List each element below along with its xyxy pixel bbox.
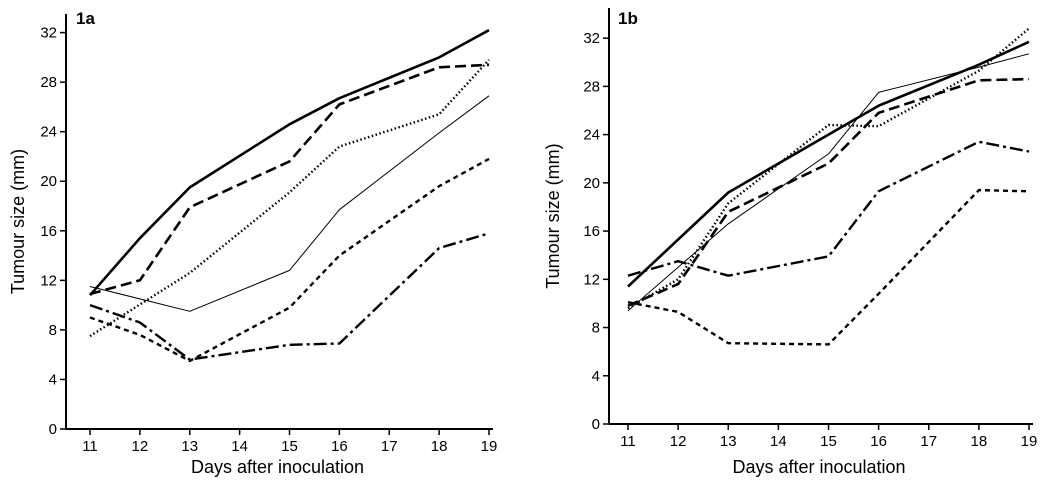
series-line-thin-solid	[89, 95, 490, 312]
y-tick-label: 8	[49, 322, 57, 339]
x-tick-label: 11	[82, 438, 98, 455]
series-line-dotted	[89, 58, 490, 338]
line-chart-1a: 0 4 8 12 16 20 24 28 32 11 12 13 14 15 16 17 18 19 Days af…	[8, 9, 498, 477]
x-tick-label: 19	[481, 438, 498, 455]
x-tick-label: 14	[231, 438, 248, 455]
y-axis-title: Tumour size (mm)	[8, 149, 28, 294]
line-chart-1b: 0 4 8 12 16 20 24 28 32 11 12 13 14 15 16 17 18 19 Days af…	[543, 8, 1038, 477]
y-tick-label: 32	[583, 30, 600, 47]
x-axis-title: Days after inoculation	[732, 457, 905, 477]
y-tick-label: 20	[40, 173, 57, 190]
series-line-short-dash	[89, 157, 490, 363]
panel-label: 1a	[76, 9, 95, 28]
chart-panel-1b: 0 4 8 12 16 20 24 28 32 11 12 13 14 15 16 17 18 19 Days af…	[523, 0, 1046, 481]
y-tick-label: 28	[583, 78, 600, 95]
y-tick-label: 24	[583, 127, 600, 144]
x-tick-label: 13	[181, 438, 198, 455]
x-tick-label: 15	[820, 433, 837, 450]
panel-label: 1b	[618, 9, 638, 28]
x-tick-label: 12	[132, 438, 149, 455]
chart-panel-1a: 0 4 8 12 16 20 24 28 32 11 12 13 14 15 16 17 18 19 Days af…	[8, 9, 498, 477]
series-line-dash-dot	[627, 140, 1030, 277]
y-tick-label: 12	[40, 272, 57, 289]
y-tick-label: 12	[583, 271, 600, 288]
series-line-dotted	[627, 27, 1030, 310]
x-tick-label: 17	[381, 438, 398, 455]
y-tick-label: 16	[40, 223, 57, 240]
y-tick-label: 0	[49, 421, 57, 438]
y-tick-label: 8	[592, 320, 600, 337]
x-tick-label: 18	[431, 438, 448, 455]
x-tick-label: 12	[670, 433, 687, 450]
x-tick-label: 17	[920, 433, 937, 450]
series-line-solid	[627, 40, 1030, 288]
x-tick-label: 14	[770, 433, 787, 450]
x-tick-label: 13	[720, 433, 737, 450]
x-tick-label: 15	[281, 438, 298, 455]
y-tick-label: 32	[40, 25, 57, 42]
y-tick-label: 0	[592, 416, 600, 433]
x-tick-label: 19	[1021, 433, 1038, 450]
y-axis-title: Tumour size (mm)	[543, 143, 563, 288]
y-tick-label: 20	[583, 175, 600, 192]
x-tick-label: 18	[971, 433, 988, 450]
series-line-thin-solid	[627, 53, 1030, 312]
y-tick-label: 28	[40, 74, 57, 91]
x-axis-title: Days after inoculation	[191, 457, 364, 477]
series-line-solid	[89, 28, 490, 297]
x-tick-label: 16	[331, 438, 348, 455]
series-line-long-dash	[89, 63, 490, 296]
y-tick-label: 4	[592, 368, 600, 385]
x-tick-label: 11	[620, 433, 636, 450]
y-tick-label: 24	[40, 124, 57, 141]
y-tick-label: 4	[49, 371, 57, 388]
series-line-long-dash	[627, 77, 1030, 307]
series-line-short-dash	[627, 188, 1030, 346]
series-line-dash-dot	[89, 232, 490, 361]
y-tick-label: 16	[583, 223, 600, 240]
x-tick-label: 16	[870, 433, 887, 450]
